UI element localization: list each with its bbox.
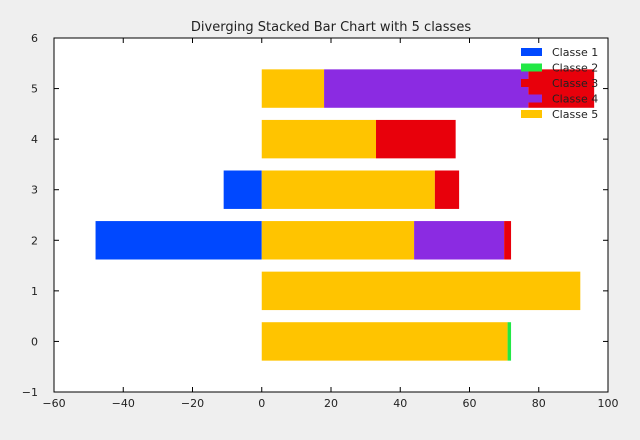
y-tick-label: 1: [31, 285, 38, 298]
legend-swatch: [521, 63, 542, 72]
bar-segment: [261, 221, 415, 260]
x-tick-label: −40: [112, 397, 135, 410]
legend-label: Classe 3: [552, 77, 598, 90]
bar-segment: [223, 170, 262, 209]
y-tick-label: 2: [31, 234, 38, 247]
legend-label: Classe 2: [552, 62, 598, 75]
bar-segment: [507, 322, 512, 361]
bar-segment: [504, 221, 512, 260]
y-tick-label: −1: [22, 386, 38, 399]
bar-segment: [261, 170, 435, 209]
y-tick-label: 5: [31, 83, 38, 96]
y-tick-label: 4: [31, 133, 38, 146]
legend-label: Classe 5: [552, 108, 598, 121]
axes: −60 −40 −20 0 20 40 60 80 100 −1 0 1 2 3 4 5 6: [22, 32, 619, 410]
bar-segment: [434, 170, 460, 209]
bar-segment: [414, 221, 505, 260]
chart-title: Diverging Stacked Bar Chart with 5 class…: [191, 20, 471, 35]
x-tick-label: −20: [181, 397, 204, 410]
y-tick-label: 3: [31, 184, 38, 197]
legend-swatch: [521, 79, 542, 87]
x-tick-label: 20: [324, 397, 338, 410]
bar-segment: [376, 119, 456, 159]
x-tick-label: 60: [463, 397, 477, 410]
legend-label: Classe 1: [552, 46, 598, 59]
x-tick-label: 0: [258, 397, 265, 410]
x-tick-label: 40: [393, 397, 407, 410]
bar-segment: [261, 119, 377, 159]
y-tick-label: 0: [31, 335, 38, 348]
x-tick-label: 80: [532, 397, 546, 410]
legend: Classe 1 Classe 2 Classe 3 Classe 4 Classe 5: [521, 46, 598, 121]
x-tick-label: 100: [598, 397, 619, 410]
bar-segment: [261, 69, 325, 108]
x-tick-label: −60: [42, 397, 65, 410]
legend-swatch: [521, 94, 542, 103]
legend-label: Classe 4: [552, 93, 598, 106]
y-tick-label: 6: [31, 32, 38, 45]
bars: [95, 69, 595, 361]
bar-segment: [95, 221, 262, 260]
bar-segment: [261, 271, 581, 311]
legend-swatch: [521, 110, 542, 118]
bar-segment: [324, 69, 529, 108]
bar-segment: [261, 322, 508, 361]
legend-swatch: [521, 48, 542, 56]
